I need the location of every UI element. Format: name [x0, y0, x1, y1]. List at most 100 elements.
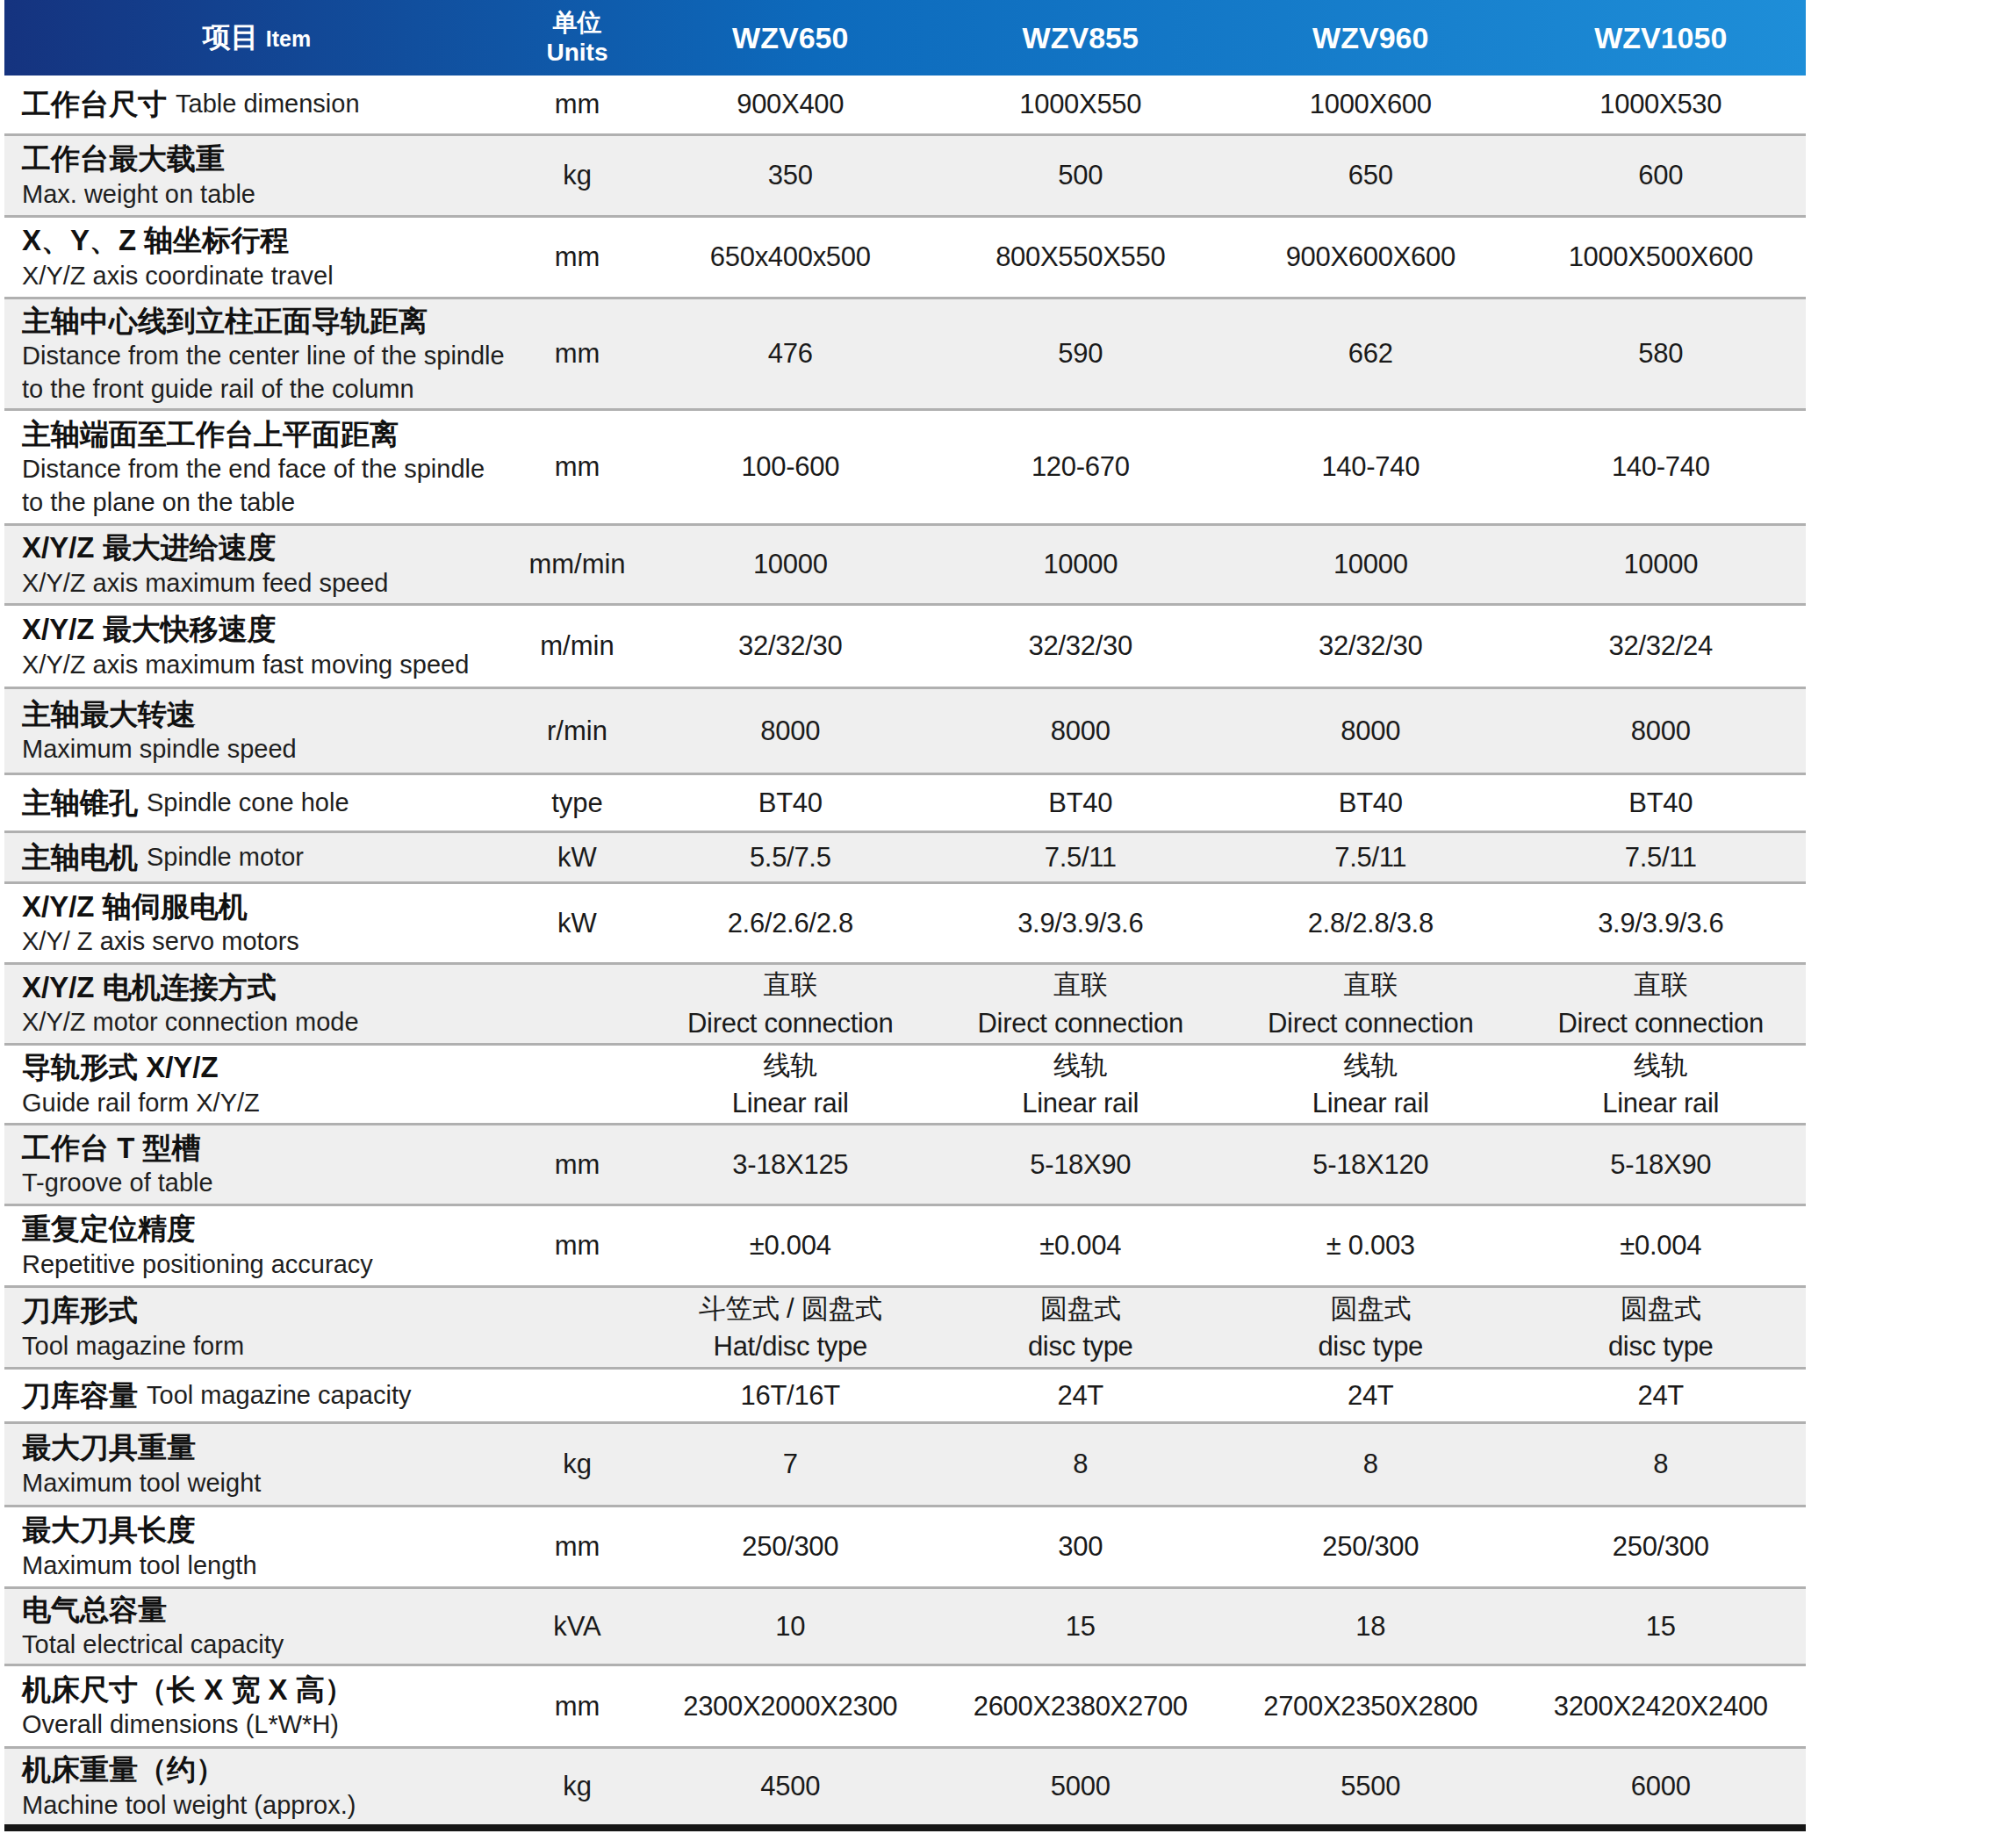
- row-label-en: Maximum spindle speed: [22, 733, 509, 766]
- cell-value: BT40: [936, 775, 1226, 831]
- cell-value: BT40: [1226, 775, 1516, 831]
- row-unit: r/min: [509, 689, 645, 773]
- cell-value: 10000: [1226, 526, 1516, 603]
- header-item: 项目Item: [4, 18, 509, 57]
- cell-value: 580: [1516, 299, 1807, 408]
- cell-value: 直联 Direct connection: [1516, 965, 1807, 1043]
- cell-value: 5-18X120: [1226, 1125, 1516, 1204]
- cell-value: 2.8/2.8/3.8: [1226, 884, 1516, 962]
- cell-value: 5-18X90: [1516, 1125, 1807, 1204]
- spec-table: 项目Item 单位 Units WZV650 WZV855 WZV960 WZV…: [4, 0, 1806, 1831]
- row-label-en: Maximum tool length: [22, 1550, 509, 1583]
- row-label-en: Spindle motor: [147, 841, 304, 874]
- row-label-zh: 最大刀具重量: [22, 1428, 509, 1467]
- row-label-zh: X、Y、Z 轴坐标行程: [22, 221, 509, 260]
- cell-value: 10000: [936, 526, 1226, 603]
- row-label-zh: 主轴锥孔: [22, 784, 138, 823]
- table-body: 工作台尺寸Table dimensionmm900X4001000X550100…: [4, 76, 1806, 1824]
- row-label-zh: 工作台 T 型槽: [22, 1129, 509, 1168]
- row-label: X/Y/Z 最大进给速度X/Y/Z axis maximum feed spee…: [4, 526, 509, 603]
- cell-value: 5-18X90: [936, 1125, 1226, 1204]
- table-row: 刀库容量Tool magazine capacity16T/16T24T24T2…: [4, 1367, 1806, 1421]
- row-label-zh: 导轨形式 X/Y/Z: [22, 1048, 509, 1087]
- cell-value: 直联 Direct connection: [645, 965, 936, 1043]
- row-unit: [509, 1288, 645, 1367]
- table-row: 主轴最大转速Maximum spindle speedr/min80008000…: [4, 687, 1806, 773]
- cell-value: 2600X2380X2700: [936, 1666, 1226, 1746]
- table-row: 工作台最大载重Max. weight on tablekg35050065060…: [4, 133, 1806, 215]
- row-label-en: Table dimension: [176, 88, 360, 121]
- row-label-zh: 电气总容量: [22, 1591, 509, 1629]
- row-label: 刀库容量Tool magazine capacity: [4, 1370, 509, 1421]
- cell-value: 650: [1226, 136, 1516, 215]
- row-label: 工作台 T 型槽T-groove of table: [4, 1125, 509, 1204]
- row-unit: [509, 965, 645, 1043]
- row-unit: mm: [509, 1206, 645, 1285]
- row-label-en: Maximum tool weight: [22, 1467, 509, 1500]
- cell-value: 线轨 Linear rail: [1516, 1046, 1807, 1123]
- cell-value: 140-740: [1516, 411, 1807, 523]
- table-header: 项目Item 单位 Units WZV650 WZV855 WZV960 WZV…: [4, 0, 1806, 76]
- cell-value: ±0.004: [936, 1206, 1226, 1285]
- cell-value: 3.9/3.9/3.6: [936, 884, 1226, 962]
- row-unit: mm: [509, 76, 645, 133]
- cell-value: 圆盘式 disc type: [1516, 1288, 1807, 1367]
- cell-value: 7.5/11: [1516, 833, 1807, 881]
- cell-value: 2300X2000X2300: [645, 1666, 936, 1746]
- cell-value: 1000X600: [1226, 76, 1516, 133]
- row-label-en: Distance from the center line of the spi…: [22, 340, 509, 406]
- row-label-en: Machine tool weight (approx.): [22, 1789, 509, 1823]
- cell-value: 10: [645, 1589, 936, 1664]
- table-row: 工作台尺寸Table dimensionmm900X4001000X550100…: [4, 76, 1806, 133]
- table-row: X/Y/Z 最大进给速度X/Y/Z axis maximum feed spee…: [4, 523, 1806, 603]
- row-label: 主轴锥孔Spindle cone hole: [4, 775, 509, 831]
- cell-value: 3.9/3.9/3.6: [1516, 884, 1807, 962]
- cell-value: 32/32/30: [645, 606, 936, 687]
- cell-value: 350: [645, 136, 936, 215]
- row-label-en: T-groove of table: [22, 1167, 509, 1200]
- cell-value: 3200X2420X2400: [1516, 1666, 1807, 1746]
- table-row: 电气总容量Total electrical capacitykVA1015181…: [4, 1586, 1806, 1664]
- table-row: 主轴锥孔Spindle cone holetypeBT40BT40BT40BT4…: [4, 773, 1806, 831]
- cell-value: 100-600: [645, 411, 936, 523]
- cell-value: 线轨 Linear rail: [1226, 1046, 1516, 1123]
- cell-value: 24T: [1226, 1370, 1516, 1421]
- row-unit: mm/min: [509, 526, 645, 603]
- cell-value: 32/32/24: [1516, 606, 1807, 687]
- row-unit: type: [509, 775, 645, 831]
- cell-value: 5000: [936, 1749, 1226, 1824]
- row-label-zh: X/Y/Z 最大进给速度: [22, 529, 509, 567]
- row-unit: [509, 1046, 645, 1123]
- row-label-en: X/Y/Z axis coordinate travel: [22, 260, 509, 293]
- cell-value: 10000: [1516, 526, 1807, 603]
- cell-value: 900X600X600: [1226, 218, 1516, 297]
- cell-value: 800X550X550: [936, 218, 1226, 297]
- row-unit: mm: [509, 1666, 645, 1746]
- row-label: 电气总容量Total electrical capacity: [4, 1589, 509, 1664]
- row-label-en: X/Y/Z axis maximum fast moving speed: [22, 649, 509, 682]
- row-unit: kW: [509, 833, 645, 881]
- cell-value: 8000: [1226, 689, 1516, 773]
- row-label-zh: 重复定位精度: [22, 1210, 509, 1248]
- row-unit: mm: [509, 1125, 645, 1204]
- table-row: 主轴电机Spindle motorkW5.5/7.57.5/117.5/117.…: [4, 831, 1806, 881]
- row-label-zh: 机床重量（约）: [22, 1751, 509, 1789]
- cell-value: 1000X530: [1516, 76, 1807, 133]
- cell-value: 8000: [1516, 689, 1807, 773]
- row-label-en: X/Y/Z axis maximum feed speed: [22, 567, 509, 600]
- row-unit: mm: [509, 218, 645, 297]
- row-label-en: Tool magazine form: [22, 1330, 509, 1363]
- header-model-wzv960: WZV960: [1226, 21, 1516, 55]
- cell-value: 140-740: [1226, 411, 1516, 523]
- row-label: 主轴电机Spindle motor: [4, 833, 509, 881]
- bottom-bar: [4, 1824, 1806, 1831]
- table-row: 导轨形式 X/Y/ZGuide rail form X/Y/Z线轨 Linear…: [4, 1043, 1806, 1123]
- row-label: 主轴最大转速Maximum spindle speed: [4, 689, 509, 773]
- row-unit: kVA: [509, 1589, 645, 1664]
- row-unit: mm: [509, 299, 645, 408]
- cell-value: 8000: [936, 689, 1226, 773]
- cell-value: 600: [1516, 136, 1807, 215]
- cell-value: 1000X500X600: [1516, 218, 1807, 297]
- row-label-zh: X/Y/Z 轴伺服电机: [22, 888, 509, 926]
- table-row: X/Y/Z 轴伺服电机X/Y/ Z axis servo motorskW2.6…: [4, 881, 1806, 962]
